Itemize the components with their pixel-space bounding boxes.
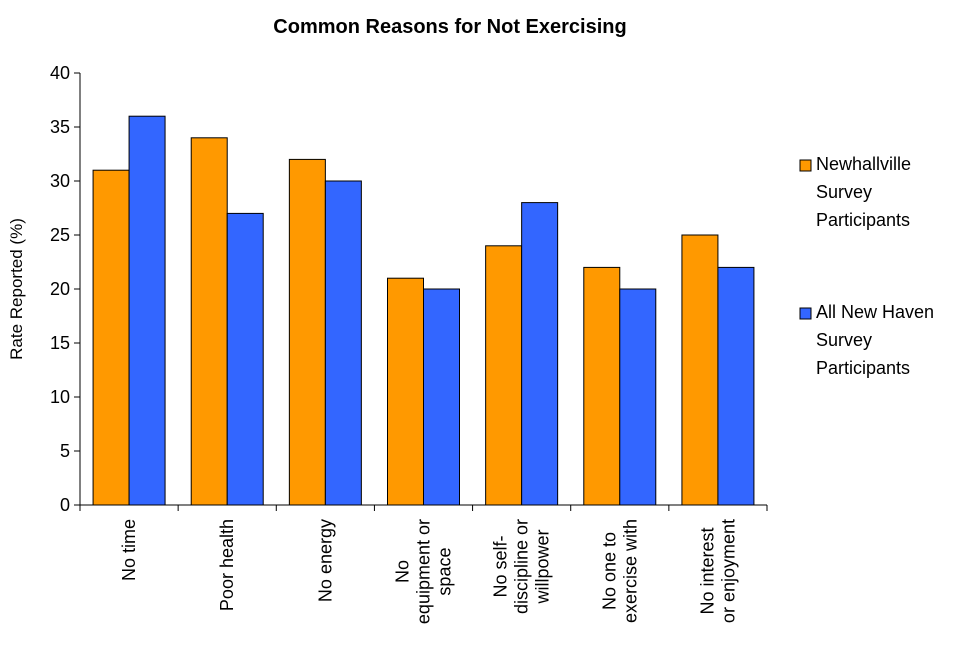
x-tick-label-line: equipment or — [414, 519, 434, 624]
bar — [92, 169, 130, 506]
legend-label: Participants — [816, 358, 910, 378]
x-tick-label-line: No time — [119, 519, 139, 581]
bar — [387, 277, 424, 506]
y-tick-label: 5 — [60, 441, 70, 461]
bar — [521, 202, 559, 506]
y-tick-label: 20 — [50, 279, 70, 299]
legend-label: Survey — [816, 182, 872, 202]
x-tick-label: No time — [119, 519, 139, 581]
bar — [583, 266, 621, 506]
x-tick-label-line: No energy — [315, 519, 335, 602]
bar — [485, 245, 523, 506]
y-tick-label: 30 — [50, 171, 70, 191]
y-tick-label: 25 — [50, 225, 70, 245]
y-tick-label: 10 — [50, 387, 70, 407]
y-tick-label: 40 — [50, 63, 70, 83]
bar — [128, 115, 166, 506]
x-tick-label-line: discipline or — [512, 519, 532, 614]
x-tick-label: No one to exercise with — [599, 519, 640, 623]
x-tick-label-line: No one to — [599, 532, 619, 610]
legend-label: All New Haven — [816, 302, 934, 322]
x-tick-label-line: exercise with — [620, 519, 640, 623]
x-tick-label: Poor health — [217, 519, 237, 611]
bar — [324, 180, 362, 506]
x-tick-label-line: Poor health — [217, 519, 237, 611]
x-tick-label-line: or enjoyment — [718, 519, 738, 623]
legend-swatch — [799, 159, 812, 172]
axis-labels: 0 5 10 15 20 25 30 35 40 Rate Reported (%) No time… — [7, 63, 738, 624]
bar — [681, 234, 719, 506]
bar — [226, 212, 264, 506]
legend-label: Participants — [816, 210, 910, 230]
x-tick-label-line: willpower — [533, 530, 553, 605]
bar — [423, 288, 460, 506]
legend-label: Newhallville — [816, 154, 911, 174]
x-tick-label: No self-discipline or willpower — [491, 519, 553, 614]
legend: Newhallville Survey Participants All New Ha… — [799, 154, 934, 378]
x-tick-label-line: No self- — [491, 536, 511, 598]
y-tick-label: 0 — [60, 495, 70, 515]
x-tick-label-line: space — [435, 548, 455, 596]
x-tick-label-line: No — [393, 560, 413, 583]
bar — [717, 266, 755, 506]
legend-swatch — [799, 307, 812, 320]
bar — [619, 288, 657, 506]
x-tick-label-line: No interest — [697, 528, 717, 615]
x-tick-label: No energy — [315, 519, 335, 602]
bar — [190, 137, 228, 506]
y-tick-label: 35 — [50, 117, 70, 137]
chart-title: Common Reasons for Not Exercising — [273, 16, 627, 38]
y-tick-label: 15 — [50, 333, 70, 353]
y-axis-title: Rate Reported (%) — [7, 218, 26, 360]
x-tick-label: No interest or enjoyment — [697, 519, 738, 623]
bar — [288, 158, 326, 506]
x-tick-label: No equipment or space — [393, 519, 455, 624]
legend-label: Survey — [816, 330, 872, 350]
bars — [92, 115, 755, 506]
